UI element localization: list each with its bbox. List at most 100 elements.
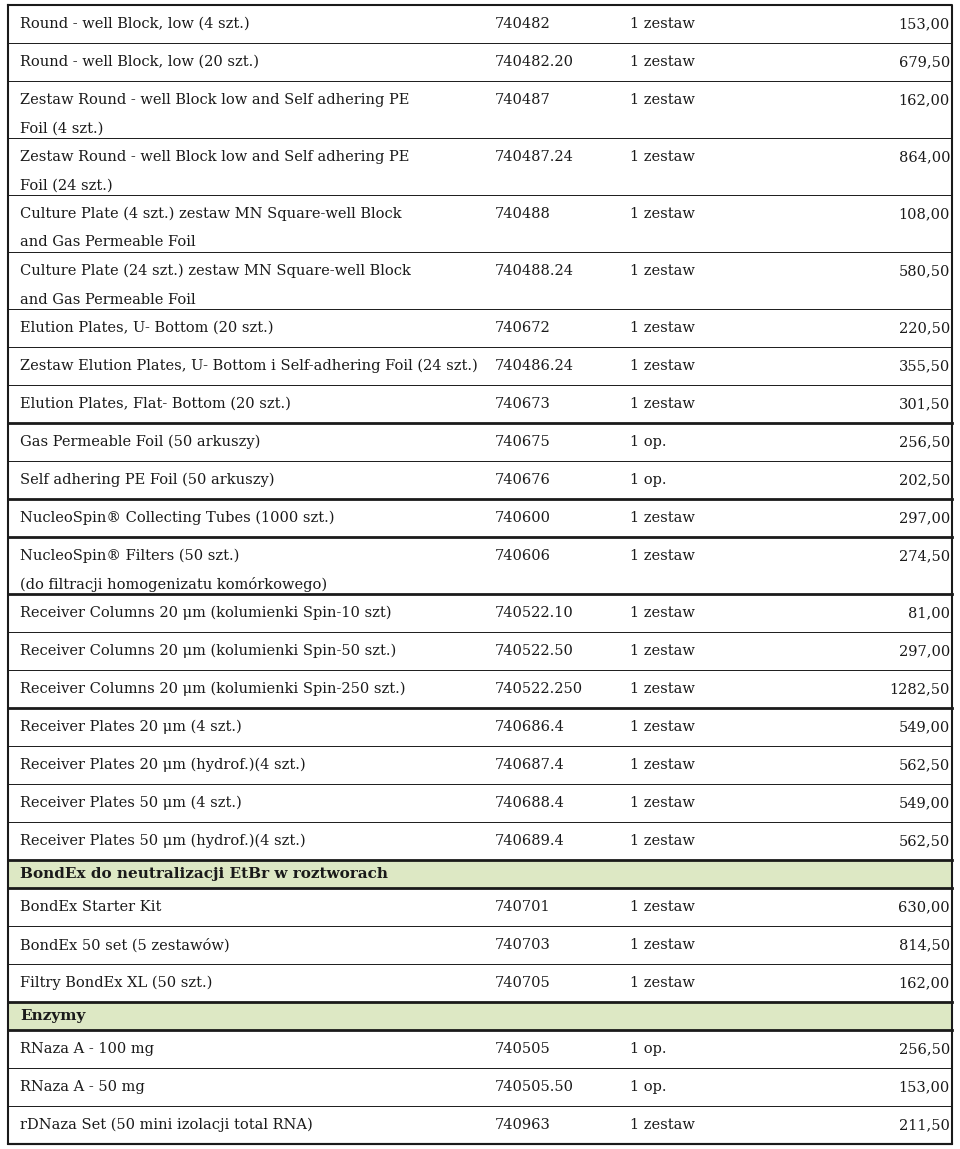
Text: 355,50: 355,50 [899, 358, 950, 373]
Text: RNaza A - 50 mg: RNaza A - 50 mg [20, 1080, 145, 1094]
Text: 740687.4: 740687.4 [495, 758, 564, 772]
Text: 202,50: 202,50 [899, 473, 950, 487]
Text: 1 zestaw: 1 zestaw [630, 151, 695, 164]
Text: 1 zestaw: 1 zestaw [630, 683, 695, 696]
Text: 562,50: 562,50 [899, 834, 950, 848]
Text: BondEx Starter Kit: BondEx Starter Kit [20, 900, 161, 913]
Text: 740673: 740673 [495, 398, 551, 411]
Text: Zestaw Elution Plates, U- Bottom i Self-adhering Foil (24 szt.): Zestaw Elution Plates, U- Bottom i Self-… [20, 358, 478, 373]
Text: 1 zestaw: 1 zestaw [630, 720, 695, 734]
Text: Zestaw Round - well Block low and Self adhering PE: Zestaw Round - well Block low and Self a… [20, 93, 409, 107]
Text: 1 zestaw: 1 zestaw [630, 511, 695, 525]
Text: 740689.4: 740689.4 [495, 834, 564, 848]
Text: 220,50: 220,50 [899, 321, 950, 336]
Text: 740705: 740705 [495, 976, 551, 990]
Text: 1 zestaw: 1 zestaw [630, 264, 695, 278]
Text: Gas Permeable Foil (50 arkuszy): Gas Permeable Foil (50 arkuszy) [20, 434, 260, 449]
Text: 1 zestaw: 1 zestaw [630, 55, 695, 69]
Text: 162,00: 162,00 [899, 976, 950, 990]
Text: Foil (24 szt.): Foil (24 szt.) [20, 178, 112, 193]
Text: 580,50: 580,50 [899, 264, 950, 278]
Text: Receiver Plates 50 μm (4 szt.): Receiver Plates 50 μm (4 szt.) [20, 796, 242, 810]
Text: 1 zestaw: 1 zestaw [630, 938, 695, 953]
Text: 740488: 740488 [495, 207, 551, 221]
Text: 297,00: 297,00 [899, 511, 950, 525]
Text: RNaza A - 100 mg: RNaza A - 100 mg [20, 1042, 154, 1056]
Text: Receiver Columns 20 μm (kolumienki Spin-250 szt.): Receiver Columns 20 μm (kolumienki Spin-… [20, 681, 405, 696]
Text: 297,00: 297,00 [899, 643, 950, 658]
Text: 740675: 740675 [495, 435, 551, 449]
Text: 108,00: 108,00 [899, 207, 950, 221]
Text: 740522.250: 740522.250 [495, 683, 583, 696]
Text: 162,00: 162,00 [899, 93, 950, 107]
Text: Receiver Plates 20 μm (hydrof.)(4 szt.): Receiver Plates 20 μm (hydrof.)(4 szt.) [20, 758, 305, 772]
Text: 211,50: 211,50 [900, 1118, 950, 1132]
Text: 740486.24: 740486.24 [495, 358, 574, 373]
Bar [8, 859, 952, 888]
Text: Zestaw Round - well Block low and Self adhering PE: Zestaw Round - well Block low and Self a… [20, 151, 409, 164]
Text: 740686.4: 740686.4 [495, 720, 564, 734]
Text: rDNaza Set (50 mini izolacji total RNA): rDNaza Set (50 mini izolacji total RNA) [20, 1118, 313, 1132]
Text: Elution Plates, U- Bottom (20 szt.): Elution Plates, U- Bottom (20 szt.) [20, 321, 274, 336]
Text: Elution Plates, Flat- Bottom (20 szt.): Elution Plates, Flat- Bottom (20 szt.) [20, 398, 291, 411]
Text: 740606: 740606 [495, 549, 551, 563]
Text: 740672: 740672 [495, 321, 551, 336]
Text: and Gas Permeable Foil: and Gas Permeable Foil [20, 236, 196, 249]
Text: 740522.50: 740522.50 [495, 643, 574, 658]
Text: 740482: 740482 [495, 17, 551, 31]
Text: 740963: 740963 [495, 1118, 551, 1132]
Text: BondEx 50 set (5 zestawów): BondEx 50 set (5 zestawów) [20, 938, 229, 953]
Text: 740505: 740505 [495, 1042, 551, 1056]
Text: 740600: 740600 [495, 511, 551, 525]
Text: Receiver Columns 20 μm (kolumienki Spin-10 szt): Receiver Columns 20 μm (kolumienki Spin-… [20, 606, 392, 620]
Text: 740676: 740676 [495, 473, 551, 487]
Text: 153,00: 153,00 [899, 1080, 950, 1094]
Text: 1 zestaw: 1 zestaw [630, 398, 695, 411]
Text: 1 op.: 1 op. [630, 1042, 666, 1056]
Text: 1 op.: 1 op. [630, 435, 666, 449]
Text: 740505.50: 740505.50 [495, 1080, 574, 1094]
Text: 1 zestaw: 1 zestaw [630, 549, 695, 563]
Text: Culture Plate (24 szt.) zestaw MN Square-well Block: Culture Plate (24 szt.) zestaw MN Square… [20, 264, 411, 278]
Text: 740688.4: 740688.4 [495, 796, 564, 810]
Text: 1 zestaw: 1 zestaw [630, 207, 695, 221]
Text: 274,50: 274,50 [899, 549, 950, 563]
Text: 740703: 740703 [495, 938, 551, 953]
Text: 814,50: 814,50 [899, 938, 950, 953]
Text: 1 op.: 1 op. [630, 1080, 666, 1094]
Text: 1282,50: 1282,50 [890, 683, 950, 696]
Text: 1 zestaw: 1 zestaw [630, 93, 695, 107]
Text: 679,50: 679,50 [899, 55, 950, 69]
Text: 256,50: 256,50 [899, 1042, 950, 1056]
Text: 1 zestaw: 1 zestaw [630, 643, 695, 658]
Text: 1 zestaw: 1 zestaw [630, 1118, 695, 1132]
Text: 740487.24: 740487.24 [495, 151, 574, 164]
Text: Foil (4 szt.): Foil (4 szt.) [20, 122, 104, 136]
Text: 1 zestaw: 1 zestaw [630, 900, 695, 913]
Text: 549,00: 549,00 [899, 796, 950, 810]
Text: 740487: 740487 [495, 93, 551, 107]
Text: 1 zestaw: 1 zestaw [630, 758, 695, 772]
Text: 1 zestaw: 1 zestaw [630, 834, 695, 848]
Text: 549,00: 549,00 [899, 720, 950, 734]
Text: 153,00: 153,00 [899, 17, 950, 31]
Text: Receiver Columns 20 μm (kolumienki Spin-50 szt.): Receiver Columns 20 μm (kolumienki Spin-… [20, 643, 396, 658]
Text: 1 zestaw: 1 zestaw [630, 976, 695, 990]
Text: 1 zestaw: 1 zestaw [630, 606, 695, 620]
Text: Round - well Block, low (20 szt.): Round - well Block, low (20 szt.) [20, 55, 259, 69]
Text: 740482.20: 740482.20 [495, 55, 574, 69]
Text: and Gas Permeable Foil: and Gas Permeable Foil [20, 293, 196, 307]
Text: NucleoSpin® Collecting Tubes (1000 szt.): NucleoSpin® Collecting Tubes (1000 szt.) [20, 511, 334, 525]
Text: (do filtracji homogenizatu komórkowego): (do filtracji homogenizatu komórkowego) [20, 577, 327, 592]
Text: 562,50: 562,50 [899, 758, 950, 772]
Text: 1 zestaw: 1 zestaw [630, 321, 695, 336]
Text: 256,50: 256,50 [899, 435, 950, 449]
Text: 1 zestaw: 1 zestaw [630, 796, 695, 810]
Text: 740488.24: 740488.24 [495, 264, 574, 278]
Text: Self adhering PE Foil (50 arkuszy): Self adhering PE Foil (50 arkuszy) [20, 472, 275, 487]
Text: BondEx do neutralizacji EtBr w roztworach: BondEx do neutralizacji EtBr w roztworac… [20, 867, 388, 881]
Text: Round - well Block, low (4 szt.): Round - well Block, low (4 szt.) [20, 17, 250, 31]
Text: Receiver Plates 50 μm (hydrof.)(4 szt.): Receiver Plates 50 μm (hydrof.)(4 szt.) [20, 834, 305, 848]
Text: 1 op.: 1 op. [630, 473, 666, 487]
Text: 1 zestaw: 1 zestaw [630, 358, 695, 373]
